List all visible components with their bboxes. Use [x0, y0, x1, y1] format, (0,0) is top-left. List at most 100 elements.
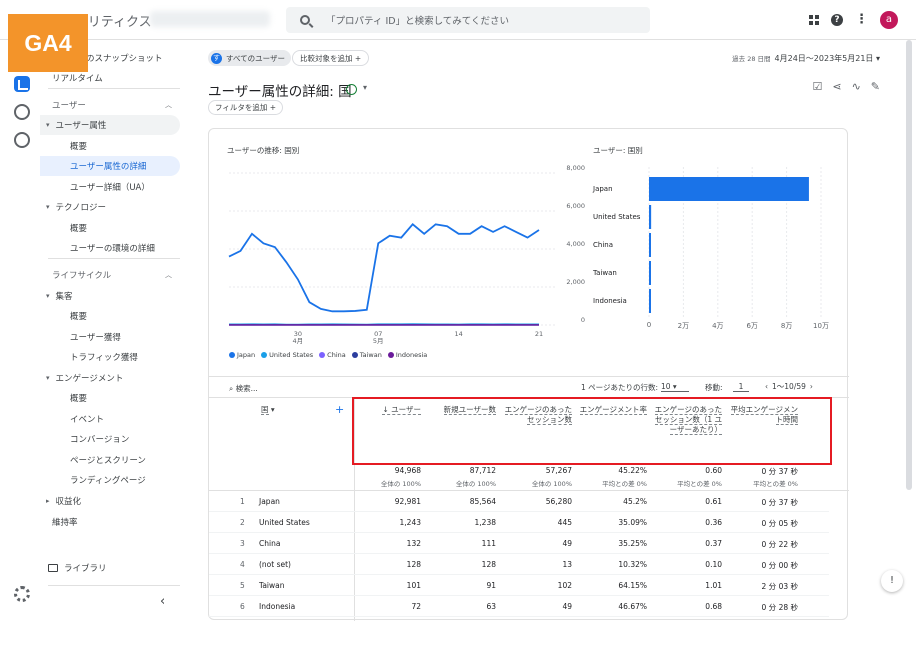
- account-selector[interactable]: [150, 11, 270, 27]
- sidebar-item-label: 維持率: [52, 518, 78, 528]
- advertising-icon[interactable]: [14, 132, 30, 148]
- column-header[interactable]: エンゲージのあったセッション数: [498, 405, 572, 425]
- total-value: 45.22%: [618, 466, 647, 475]
- table-row[interactable]: 6 Indonesia 72 63 49 46.67% 0.68 0 分 28 秒: [209, 596, 829, 617]
- help-icon[interactable]: ?: [831, 14, 843, 26]
- all-users-chip[interactable]: す すべてのユーザー: [208, 50, 292, 66]
- sidebar-item[interactable]: コンバージョン: [40, 429, 180, 449]
- library-link[interactable]: ライブラリ: [48, 562, 107, 574]
- prev-page-icon[interactable]: ‹: [765, 382, 768, 391]
- table-search[interactable]: ⌕ 検索...: [229, 384, 258, 393]
- bar-taiwan[interactable]: [649, 261, 651, 285]
- sidebar-item[interactable]: 概要: [40, 388, 180, 408]
- dimension-header[interactable]: 国 ▾: [261, 405, 275, 415]
- table-row[interactable]: 4 (not set) 128 128 13 10.32% 0.10 0 分 00 秒: [209, 554, 829, 575]
- bar-indonesia[interactable]: [649, 289, 651, 313]
- x-tick-label: 21: [534, 330, 544, 338]
- sidebar-item[interactable]: イベント: [40, 409, 180, 429]
- table-row[interactable]: 2 United States 1,243 1,238 445 35.09% 0.36 0 分…: [209, 512, 829, 533]
- collapse-sidebar-icon[interactable]: ‹: [160, 594, 166, 609]
- sidebar-item[interactable]: リアルタイム: [40, 68, 180, 88]
- bar-united-states[interactable]: [649, 205, 652, 229]
- legend-item[interactable]: Indonesia: [387, 351, 428, 359]
- sidebar-item-label: トラフィック獲得: [70, 353, 138, 363]
- bar-china[interactable]: [649, 233, 651, 257]
- rows-per-page-select[interactable]: 10 ▾: [661, 382, 689, 392]
- settings-icon[interactable]: [14, 586, 30, 602]
- table-row[interactable]: 1 Japan 92,981 85,564 56,280 45.2% 0.61 0 分 37 …: [209, 491, 829, 512]
- add-comparison-button[interactable]: 比較対象を追加 +: [292, 50, 370, 66]
- add-filter-button[interactable]: フィルタを追加 +: [208, 100, 284, 115]
- sidebar-item[interactable]: 概要: [40, 218, 180, 238]
- column-header-label: 平均エンゲージメント時間: [730, 405, 798, 425]
- sidebar-item[interactable]: ユーザーの環境の詳細: [40, 238, 180, 258]
- table-row[interactable]: 5 Taiwan 101 91 102 64.15% 1.01 2 分 03 秒: [209, 575, 829, 596]
- scrollbar[interactable]: [906, 40, 912, 490]
- sidebar-item-label: リアルタイム: [52, 74, 103, 84]
- sidebar-item[interactable]: ユーザー詳細（UA）: [40, 177, 180, 197]
- sidebar-item[interactable]: 概要: [40, 306, 180, 326]
- plus-icon: +: [354, 53, 362, 63]
- legend-item[interactable]: Japan: [229, 351, 255, 359]
- sidebar-section[interactable]: ユーザー ︿: [40, 95, 180, 115]
- y-tick-label: 4,000: [566, 240, 585, 248]
- column-header[interactable]: ↓ ユーザー: [351, 405, 421, 415]
- more-vert-icon[interactable]: ⋮: [855, 12, 868, 27]
- legend-item[interactable]: China: [319, 351, 346, 359]
- check-circle-icon[interactable]: [346, 84, 357, 95]
- legend-label: United States: [269, 351, 314, 359]
- bar-category-label: Japan: [593, 185, 613, 193]
- column-header[interactable]: エンゲージのあったセッション数（1 ユーザーあたり）: [648, 405, 722, 435]
- sidebar-divider: [48, 585, 180, 586]
- feedback-icon[interactable]: !: [881, 570, 903, 592]
- add-dimension-icon[interactable]: +: [335, 403, 345, 416]
- chevron-down-icon[interactable]: ▾: [363, 83, 368, 92]
- sidebar-item[interactable]: トラフィック獲得: [40, 347, 180, 367]
- share-icon[interactable]: ⋖: [832, 80, 842, 93]
- legend-label: Indonesia: [395, 351, 428, 359]
- column-header[interactable]: エンゲージメント率: [575, 405, 647, 415]
- sidebar-item-label: 概要: [70, 142, 88, 152]
- legend-item[interactable]: Taiwan: [351, 351, 382, 359]
- column-header[interactable]: 新規ユーザー数: [426, 405, 496, 415]
- date-range-picker[interactable]: 過去 28 日間 4月24日～2023年5月21日 ▾: [732, 53, 880, 64]
- row-cell: 0 分 00 秒: [761, 561, 798, 570]
- sidebar-group[interactable]: ▾ 集客: [40, 286, 180, 306]
- move-input[interactable]: 1: [733, 382, 749, 392]
- table-row[interactable]: 3 China 132 111 49 35.25% 0.37 0 分 22 秒: [209, 533, 829, 554]
- search-bar[interactable]: 「プロパティ ID」と検索してみてください: [286, 7, 650, 33]
- bar-japan[interactable]: [649, 177, 809, 201]
- sidebar-group[interactable]: ▾ ユーザー属性: [40, 115, 180, 135]
- sidebar-item[interactable]: レポートのスナップショット: [40, 48, 180, 68]
- sidebar-item[interactable]: 維持率: [40, 512, 180, 532]
- row-cell: 128: [481, 560, 496, 569]
- row-country: (not set): [259, 560, 291, 569]
- search-icon: [300, 15, 310, 25]
- row-index: 5: [240, 581, 245, 590]
- legend-dot-icon: [229, 352, 235, 358]
- column-header[interactable]: 平均エンゲージメント時間: [724, 405, 798, 425]
- legend-item[interactable]: United States: [261, 351, 313, 359]
- row-cell: 1.01: [705, 581, 722, 590]
- sidebar-group[interactable]: ▾ エンゲージメント: [40, 368, 180, 388]
- sidebar-group[interactable]: ▸ 収益化: [40, 491, 180, 511]
- sidebar-item[interactable]: ユーザー獲得: [40, 327, 180, 347]
- date-prefix: 過去 28 日間: [732, 55, 771, 63]
- apps-icon[interactable]: [809, 15, 819, 25]
- insights-icon[interactable]: ∿: [851, 80, 861, 93]
- sidebar-section[interactable]: ライフサイクル ︿: [40, 265, 180, 285]
- reports-icon[interactable]: [14, 76, 30, 92]
- edit-icon[interactable]: ✎: [870, 80, 880, 93]
- next-page-icon[interactable]: ›: [809, 382, 813, 391]
- sidebar-item-label: ユーザー: [52, 101, 86, 111]
- sidebar-item[interactable]: ランディングページ: [40, 470, 180, 490]
- explore-icon[interactable]: [14, 104, 30, 120]
- sidebar-item-label: テクノロジー: [55, 203, 107, 213]
- row-cell: 45.2%: [623, 497, 647, 506]
- sidebar-group[interactable]: ▾ テクノロジー: [40, 197, 180, 217]
- sidebar-item[interactable]: ページとスクリーン: [40, 450, 180, 470]
- avatar[interactable]: a: [880, 11, 898, 29]
- customize-icon[interactable]: ☑: [812, 80, 823, 93]
- sidebar-item[interactable]: 概要: [40, 136, 180, 156]
- sidebar-item[interactable]: ユーザー属性の詳細: [40, 156, 180, 176]
